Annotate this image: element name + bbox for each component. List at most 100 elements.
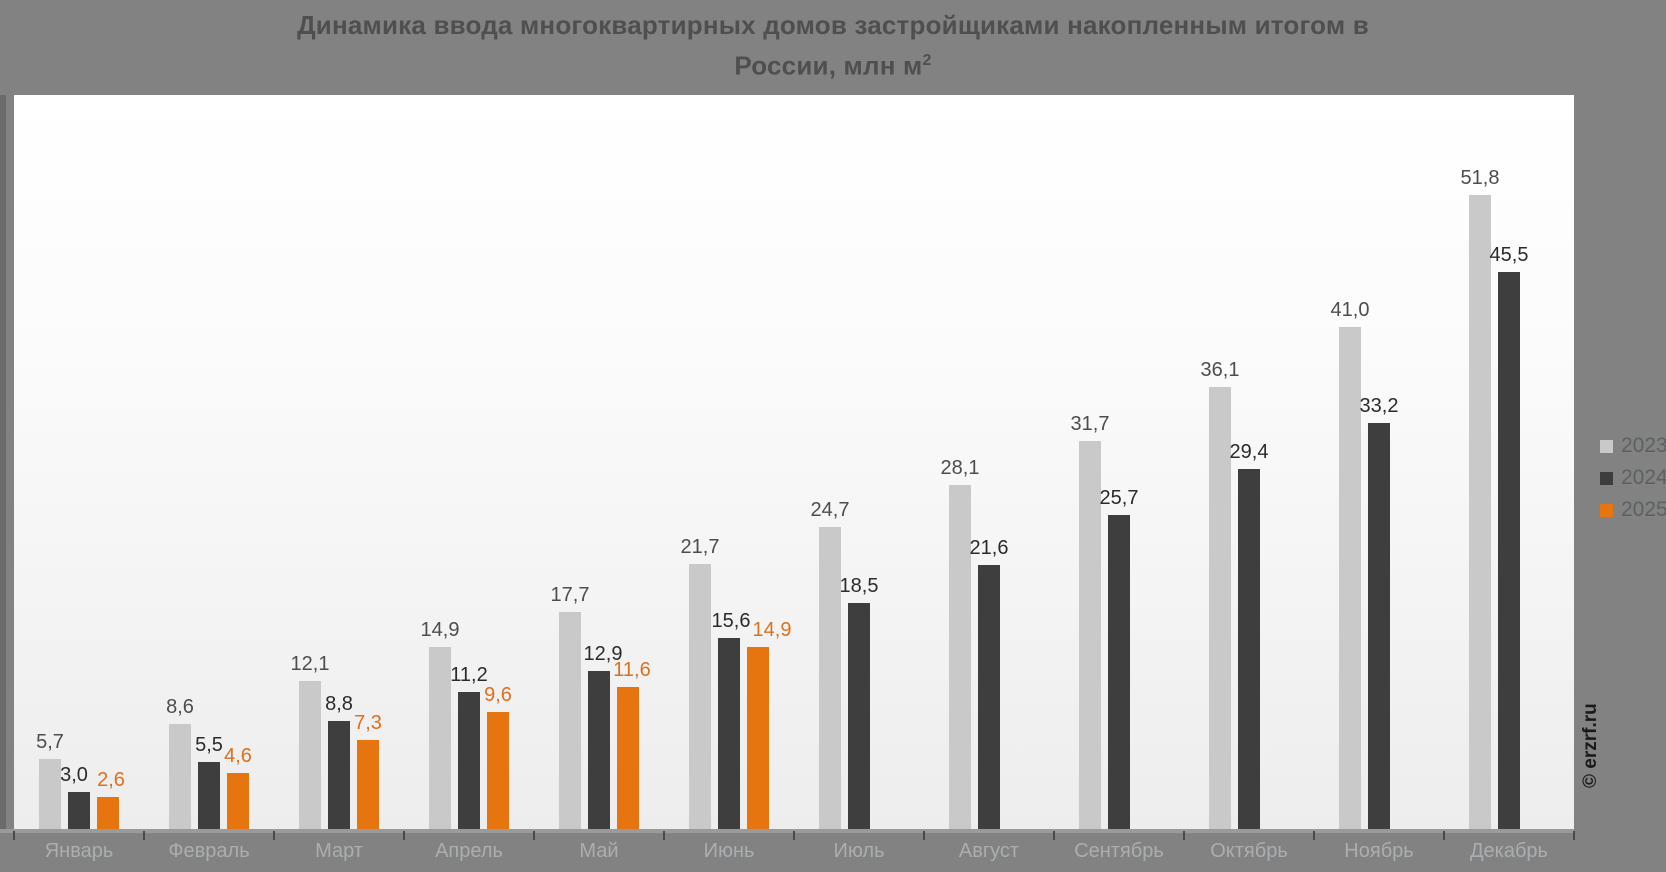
value-label-2023: 31,7	[1070, 413, 1110, 435]
value-label-2024: 8,8	[325, 693, 353, 715]
chart-title: Динамика ввода многоквартирных домов зас…	[0, 8, 1666, 84]
month-label: Декабрь	[1470, 840, 1548, 862]
value-label-2024: 18,5	[839, 575, 879, 597]
axis-tick	[143, 831, 145, 840]
value-label-2024: 5,5	[195, 734, 223, 756]
value-label-2023: 24,7	[810, 499, 850, 521]
bar-2025	[747, 647, 769, 829]
value-label-2023: 41,0	[1330, 299, 1370, 321]
value-label-2023: 8,6	[166, 696, 194, 718]
bar-2024	[198, 762, 220, 829]
month-label: Март	[315, 840, 363, 862]
axis-tick	[1183, 831, 1185, 840]
bar-2024	[978, 565, 1000, 829]
value-label-2024: 11,2	[450, 664, 488, 686]
watermark: © erzrf.ru	[1580, 703, 1601, 788]
bar-2023	[1079, 441, 1101, 829]
bar-2023	[1339, 327, 1361, 829]
value-label-2025: 7,3	[354, 712, 382, 734]
month-label: Сентябрь	[1074, 840, 1164, 862]
chart-title-superscript: 2	[922, 52, 932, 69]
chart-title-line1: Динамика ввода многоквартирных домов зас…	[297, 10, 1369, 40]
x-axis-line	[0, 829, 1574, 833]
legend-label: 2024	[1621, 466, 1666, 489]
value-label-2023: 21,7	[680, 536, 720, 558]
plot-area	[14, 95, 1574, 829]
bar-2023	[1469, 195, 1491, 829]
legend-swatch	[1600, 503, 1613, 517]
axis-tick	[273, 831, 275, 840]
legend: 2023 2024 2025	[1600, 430, 1666, 526]
value-label-2025: 2,6	[97, 769, 125, 791]
bar-2025	[97, 797, 119, 829]
value-label-2024: 33,2	[1359, 395, 1399, 417]
bar-2023	[949, 485, 971, 829]
axis-tick	[793, 831, 795, 840]
bar-2025	[357, 740, 379, 829]
bar-2024	[458, 692, 480, 829]
month-label: Июнь	[703, 840, 755, 862]
bar-2023	[169, 724, 191, 829]
y-axis-line	[0, 95, 6, 833]
axis-tick	[533, 831, 535, 840]
value-label-2024: 29,4	[1229, 441, 1269, 463]
axis-tick	[1573, 831, 1575, 840]
month-label: Апрель	[435, 840, 503, 862]
bar-2023	[689, 564, 711, 829]
value-label-2023: 14,9	[420, 619, 460, 641]
month-label: Май	[579, 840, 619, 862]
bar-2024	[588, 671, 610, 829]
bar-2024	[1238, 469, 1260, 829]
bar-2023	[429, 647, 451, 829]
value-label-2024: 12,9	[583, 643, 623, 665]
bar-2024	[68, 792, 90, 829]
month-label: Январь	[44, 840, 114, 862]
legend-item: 2024	[1600, 462, 1666, 494]
value-label-2023: 28,1	[940, 457, 980, 479]
legend-item: 2025	[1600, 494, 1666, 526]
month-label: Октябрь	[1210, 840, 1288, 862]
bar-2024	[1368, 423, 1390, 829]
value-label-2023: 5,7	[36, 731, 64, 753]
value-label-2024: 45,5	[1489, 244, 1529, 266]
value-label-2024: 3,0	[60, 764, 88, 786]
legend-item: 2023	[1600, 430, 1666, 462]
bar-2023	[819, 527, 841, 829]
value-label-2023: 51,8	[1460, 167, 1500, 189]
axis-tick	[13, 831, 15, 840]
value-label-2024: 25,7	[1099, 487, 1139, 509]
value-label-2025: 14,9	[752, 619, 792, 641]
month-label: Август	[958, 840, 1020, 862]
bar-2024	[718, 638, 740, 829]
month-label: Июль	[833, 840, 885, 862]
value-label-2025: 11,6	[613, 659, 651, 681]
axis-tick	[1313, 831, 1315, 840]
legend-swatch	[1600, 439, 1613, 453]
bar-2023	[39, 759, 61, 829]
bar-2025	[227, 773, 249, 829]
month-label: Февраль	[168, 840, 250, 862]
bar-2025	[617, 687, 639, 829]
bar-2023	[299, 681, 321, 829]
axis-tick	[403, 831, 405, 840]
chart-title-line2: России, млн м	[734, 50, 923, 81]
bar-2024	[1498, 272, 1520, 829]
legend-label: 2023	[1621, 434, 1666, 457]
value-label-2025: 4,6	[224, 745, 252, 767]
axis-tick	[1053, 831, 1055, 840]
bar-2023	[1209, 387, 1231, 829]
axis-tick	[923, 831, 925, 840]
bar-2023	[559, 612, 581, 829]
bar-2024	[848, 603, 870, 829]
axis-tick	[1443, 831, 1445, 840]
value-label-2025: 9,6	[484, 684, 512, 706]
value-label-2023: 12,1	[290, 653, 330, 675]
legend-label: 2025	[1621, 498, 1666, 521]
value-label-2024: 21,6	[969, 537, 1009, 559]
value-label-2024: 15,6	[711, 610, 751, 632]
value-label-2023: 17,7	[550, 584, 590, 606]
bar-2024	[328, 721, 350, 829]
bar-2024	[1108, 515, 1130, 829]
axis-tick	[663, 831, 665, 840]
